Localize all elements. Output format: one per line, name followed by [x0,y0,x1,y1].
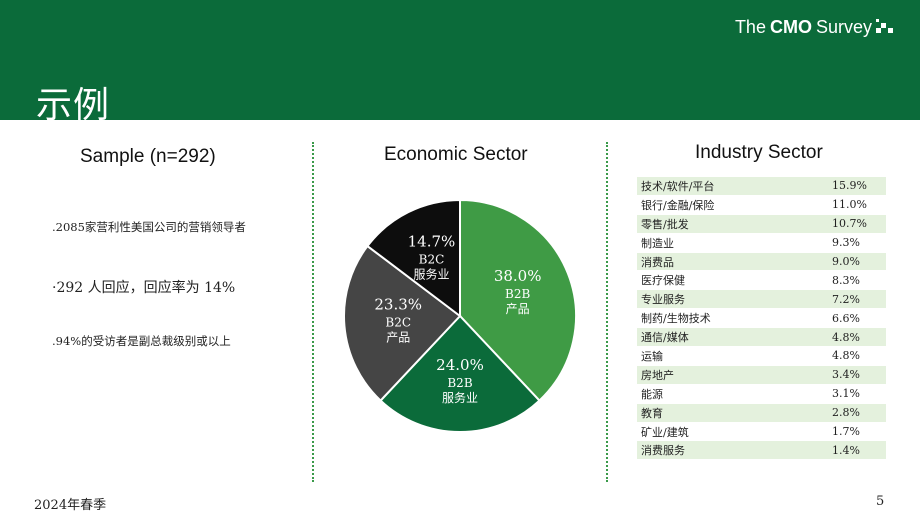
industry-name: 制造业 [641,236,674,250]
section-divider-right [606,142,608,482]
industry-row: 消费品 9.0% [637,252,886,272]
pie-slice [366,198,461,319]
industry-value: 2.8% [832,406,860,420]
industry-value: 6.6% [832,311,860,325]
pie-label-line1: B2C [385,315,411,329]
industry-row: 银行/金融/保险 11.0% [637,196,886,215]
page-number: 5 [876,494,885,509]
industry-sector-title: Industry Sector [695,142,823,163]
economic-sector-title: Economic Sector [384,144,528,165]
logo-squares-icon [876,19,893,33]
industry-value: 3.4% [832,368,860,382]
industry-row: 通信/媒体 4.8% [637,328,886,348]
industry-name: 制药/生物技术 [641,312,711,326]
footer-date: 2024年春季 [34,498,107,513]
industry-row: 零售/批发 10.7% [637,214,886,234]
industry-name: 能源 [641,387,663,401]
sample-bullet-2: ·292 人回应，回应率为 14% [52,280,236,296]
industry-name: 矿业/建筑 [641,425,689,439]
industry-name: 医疗保健 [641,274,685,288]
sample-bullet-1: .2085家营利性美国公司的营销领导者 [52,220,246,234]
slide-title: 示例 [36,85,111,126]
industry-row: 运输 4.8% [637,347,886,366]
industry-row: 消费服务 1.4% [637,441,886,461]
industry-value: 4.8% [832,349,860,363]
industry-sector-table: 技术/软件/平台 15.9% 银行/金融/保险 11.0% 零售/批发 10.7% 制造业 9… [637,177,886,461]
section-divider-left [312,142,314,482]
industry-name: 银行/金融/保险 [641,198,715,212]
industry-row: 教育 2.8% [637,403,886,423]
industry-name: 通信/媒体 [641,331,689,345]
industry-row: 制造业 9.3% [637,234,886,253]
industry-value: 3.1% [832,387,860,401]
industry-value: 4.8% [832,330,860,344]
industry-name: 消费服务 [641,444,685,458]
cmo-survey-logo: The CMO Survey [735,14,898,40]
industry-value: 8.3% [832,273,860,287]
pie-label-line2: 服务业 [442,390,478,405]
industry-row: 制药/生物技术 6.6% [637,309,886,329]
pie-slice [343,244,462,402]
industry-row: 医疗保健 8.3% [637,271,886,291]
pie-label-line1: B2C [419,253,445,267]
sample-title: Sample (n=292) [80,146,216,167]
pie-slice [379,314,541,433]
industry-name: 消费品 [641,255,674,269]
industry-name: 零售/批发 [641,217,689,231]
economic-sector-pie-chart: 38.0%B2B产品24.0%B2B服务业23.3%B2C产品14.7%B2C服… [343,198,577,433]
logo-the: The [734,16,766,37]
industry-name: 专业服务 [641,293,685,307]
industry-value: 1.7% [832,425,860,439]
pie-slice [459,198,577,402]
pie-label-pct: 23.3% [374,295,422,313]
industry-value: 15.9% [832,179,867,193]
industry-value: 9.0% [832,255,860,268]
logo-survey: Survey [815,16,872,37]
industry-name: 技术/软件/平台 [641,179,715,193]
industry-value: 7.2% [832,292,860,306]
logo-cmo: CMO [769,16,812,37]
industry-name: 教育 [641,406,663,420]
pie-label-line1: B2B [505,287,530,301]
industry-row: 技术/软件/平台 15.9% [637,177,886,196]
header-band [0,0,920,120]
industry-name: 运输 [641,349,663,363]
pie-label-pct: 24.0% [436,356,484,374]
pie-label-line2: 产品 [506,302,530,316]
industry-row: 矿业/建筑 1.7% [637,423,886,442]
industry-name: 房地产 [641,368,674,382]
industry-row: 能源 3.1% [637,385,886,404]
pie-label-pct: 14.7% [408,233,456,251]
industry-value: 9.3% [832,236,860,250]
pie-label-pct: 38.0% [494,267,542,285]
industry-value: 10.7% [832,217,867,231]
sample-bullet-3: .94%的受访者是副总裁级别或以上 [52,334,231,348]
industry-value: 11.0% [832,198,867,212]
pie-label-line2: 产品 [386,330,410,344]
pie-label-line2: 服务业 [413,267,449,282]
pie-label-line1: B2B [447,376,472,390]
industry-row: 专业服务 7.2% [637,290,886,310]
industry-row: 房地产 3.4% [637,365,886,385]
industry-value: 1.4% [832,443,860,457]
